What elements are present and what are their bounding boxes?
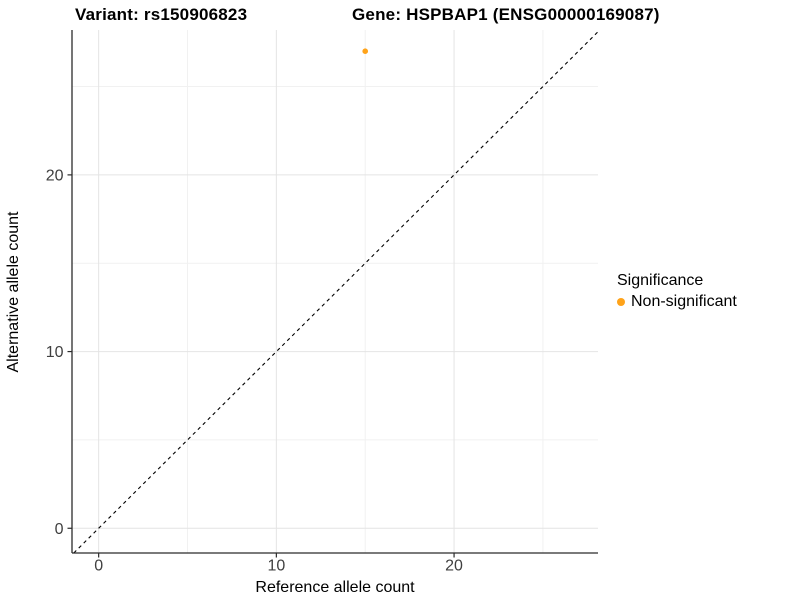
y-tick-label: 0 <box>55 521 64 538</box>
x-axis-label: Reference allele count <box>255 579 415 596</box>
legend-title: Significance <box>617 272 704 289</box>
y-tick-label: 10 <box>46 344 64 361</box>
x-tick-label: 0 <box>94 558 103 575</box>
x-tick-label: 10 <box>267 558 285 575</box>
y-axis-label: Alternative allele count <box>5 211 22 373</box>
legend-point-icon <box>617 298 625 306</box>
legend-item-non-significant: Non-significant <box>617 293 737 311</box>
x-tick-label: 20 <box>445 558 463 575</box>
legend-item-label: Non-significant <box>631 293 737 310</box>
identity-line <box>73 31 599 554</box>
legend: Significance Non-significant <box>617 272 737 311</box>
plot-title-variant: Variant: rs150906823 <box>75 5 248 24</box>
y-tick-label: 20 <box>46 167 64 184</box>
plot-title-gene: Gene: HSPBAP1 (ENSG00000169087) <box>352 5 660 24</box>
data-point <box>362 48 369 55</box>
